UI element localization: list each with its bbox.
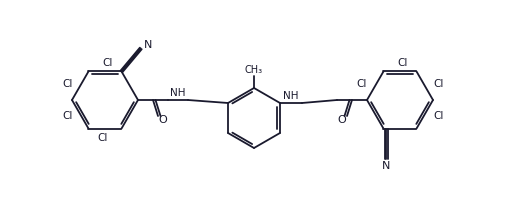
Text: Cl: Cl — [434, 111, 444, 121]
Text: Cl: Cl — [434, 79, 444, 89]
Text: Cl: Cl — [398, 58, 408, 68]
Text: N: N — [144, 40, 152, 51]
Text: O: O — [337, 115, 347, 125]
Text: Cl: Cl — [62, 79, 72, 89]
Text: CH₃: CH₃ — [245, 65, 263, 75]
Text: NH: NH — [170, 88, 186, 98]
Text: Cl: Cl — [98, 133, 108, 143]
Text: NH: NH — [283, 91, 299, 101]
Text: Cl: Cl — [356, 79, 366, 89]
Text: O: O — [159, 115, 167, 125]
Text: Cl: Cl — [103, 58, 113, 68]
Text: Cl: Cl — [62, 111, 72, 121]
Text: N: N — [382, 160, 391, 171]
